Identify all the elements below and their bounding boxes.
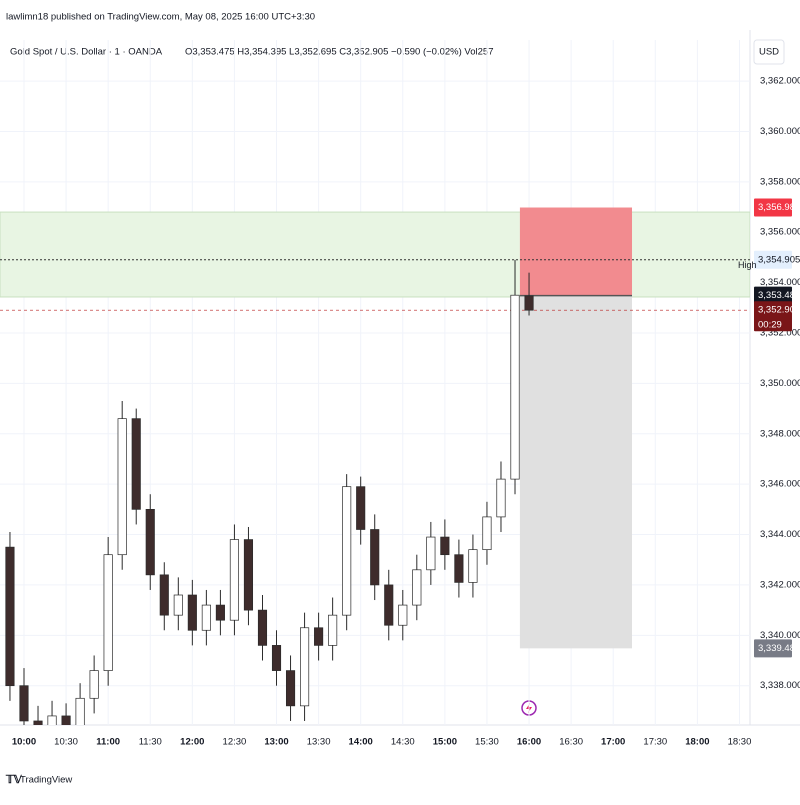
candle-body (285, 670, 296, 707)
symbol: Gold Spot / U.S. Dollar · 1 · OANDA (10, 47, 163, 58)
candle-body (370, 529, 380, 586)
y-tick-label: 3,358.000 (760, 176, 800, 187)
y-tick-label: 3,356.000 (760, 227, 800, 238)
x-tick-label: 12:00 (180, 737, 204, 748)
y-tick-label: 3,362.000 (760, 76, 800, 87)
candle-body (314, 627, 324, 646)
candle-body (440, 536, 450, 556)
x-tick-label: 10:00 (12, 737, 36, 748)
y-tick-label: 3,338.000 (760, 680, 800, 691)
svg-text:𝕋𝕍: 𝕋𝕍 (5, 774, 23, 786)
candle-body (468, 549, 478, 583)
candle-body (510, 294, 520, 480)
x-tick-label: 14:00 (349, 737, 373, 748)
y-tick-label: 3,350.000 (760, 378, 800, 389)
price-tag (754, 198, 792, 217)
price-tag-label: 3,354.905 (758, 254, 800, 265)
plot-area (0, 207, 750, 725)
x-tick-label: 12:30 (223, 737, 247, 748)
x-tick-label: 18:00 (685, 737, 709, 748)
candle-body (117, 418, 127, 556)
x-tick-label: 17:00 (601, 737, 625, 748)
price-tag-label: 3,352.905 (758, 305, 800, 316)
candle-body (398, 604, 408, 626)
candle-body (482, 516, 492, 551)
x-tick-label: 10:30 (54, 737, 78, 748)
currency[interactable]: USD (759, 47, 779, 58)
currency-box[interactable] (753, 39, 785, 65)
candle-body (215, 604, 225, 621)
x-tick-label: 15:30 (475, 737, 499, 748)
x-tick-label: 18:30 (728, 737, 752, 748)
candle-body (229, 539, 239, 621)
candle-body (524, 295, 534, 311)
candle-body (412, 569, 422, 606)
candle-body (33, 720, 43, 725)
high-label: High (738, 260, 757, 270)
candle-body (159, 574, 169, 616)
candle-body (61, 715, 71, 725)
candle-body (75, 697, 85, 725)
x-tick-label: 16:30 (559, 737, 583, 748)
candle-body (201, 604, 211, 631)
candle-body (173, 594, 183, 616)
x-tick-label: 14:30 (391, 737, 415, 748)
attribution: lawlimn18 published on TradingView.com, … (6, 12, 315, 23)
candle-body (131, 418, 141, 510)
candle-body (328, 614, 338, 646)
candle-body (300, 627, 310, 707)
candle-body (187, 594, 197, 631)
candle-body (384, 584, 394, 626)
x-tick-label: 16:00 (517, 737, 541, 748)
y-tick-label: 3,354.000 (760, 277, 800, 288)
candle-body (257, 609, 268, 646)
x-tick-label: 17:30 (643, 737, 667, 748)
candle-body (19, 685, 29, 722)
x-tick-label: 11:30 (139, 737, 162, 748)
candle-body (89, 670, 99, 699)
candle-body (47, 715, 57, 725)
ohlc: O3,353.475 H3,354.395 L3,352.695 C3,352.… (185, 47, 493, 58)
price-tag-label: 3,356.981 (758, 202, 800, 213)
zone (0, 211, 750, 298)
position-stop (519, 207, 633, 296)
price-tag (754, 639, 792, 658)
candle-body (5, 546, 15, 687)
price-tag (754, 250, 792, 269)
y-tick-label: 3,340.000 (760, 630, 800, 641)
candle-body (243, 539, 254, 611)
price-tag-label: 3,353.481 (758, 290, 800, 301)
brand: TradingView (20, 775, 72, 786)
candle-body (103, 554, 113, 671)
countdown: 00:29 (758, 320, 782, 331)
candle-body (426, 536, 436, 571)
x-tick-label: 15:00 (433, 737, 457, 748)
y-tick-label: 3,360.000 (760, 126, 800, 137)
position-target (519, 295, 633, 649)
price-tag-label: 3,339.482 (758, 643, 800, 654)
candle-body (454, 554, 464, 583)
x-tick-label: 11:00 (96, 737, 120, 748)
candle-body (356, 486, 366, 530)
price-tag (754, 286, 792, 305)
candle-body (496, 478, 506, 518)
y-tick-label: 3,344.000 (760, 529, 800, 540)
y-tick-label: 3,342.000 (760, 579, 800, 590)
price-tag (754, 301, 792, 332)
logo: 𝕋𝕍 (5, 774, 23, 786)
y-tick-label: 3,346.000 (760, 479, 800, 490)
candle-body (145, 508, 155, 576)
candle-body (342, 486, 352, 616)
candle-body (271, 645, 282, 671)
y-tick-label: 3,352.000 (760, 328, 800, 339)
x-tick-label: 13:00 (264, 737, 288, 748)
y-tick-label: 3,348.000 (760, 428, 800, 439)
x-tick-label: 13:30 (307, 737, 331, 748)
